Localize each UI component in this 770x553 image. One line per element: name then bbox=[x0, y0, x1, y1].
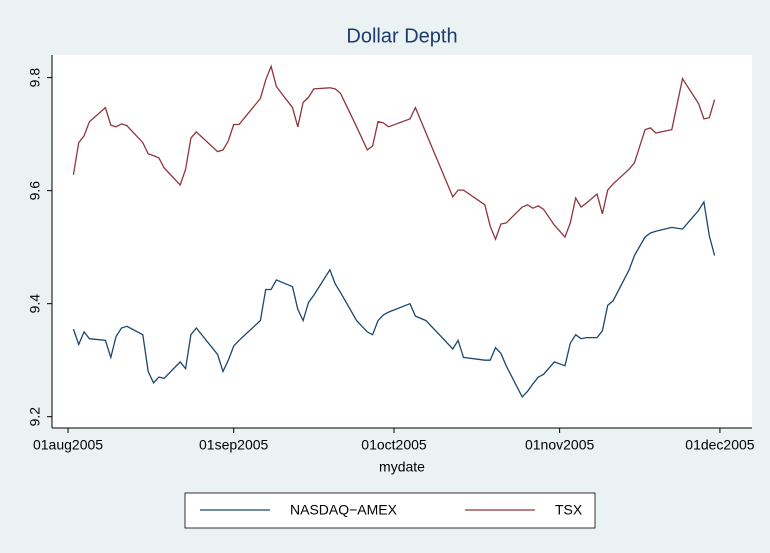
y-tick-label: 9.2 bbox=[27, 407, 43, 427]
x-tick-label: 01dec2005 bbox=[685, 437, 755, 453]
x-tick-label: 01sep2005 bbox=[199, 437, 269, 453]
x-tick-label: 01oct2005 bbox=[361, 437, 427, 453]
line-series bbox=[72, 200, 716, 399]
plot-area bbox=[52, 55, 752, 428]
y-tick-label: 9.6 bbox=[27, 181, 43, 201]
y-tick-label: 9.8 bbox=[27, 68, 43, 88]
x-tick-label: 01aug2005 bbox=[33, 437, 103, 453]
chart-title: Dollar Depth bbox=[346, 25, 457, 47]
legend-label: NASDAQ−AMEX bbox=[290, 502, 398, 518]
x-axis-title: mydate bbox=[379, 459, 425, 475]
line-series bbox=[72, 64, 716, 242]
y-tick-label: 9.4 bbox=[27, 294, 43, 314]
legend-label: TSX bbox=[555, 502, 583, 518]
x-tick-label: 01nov2005 bbox=[525, 437, 595, 453]
